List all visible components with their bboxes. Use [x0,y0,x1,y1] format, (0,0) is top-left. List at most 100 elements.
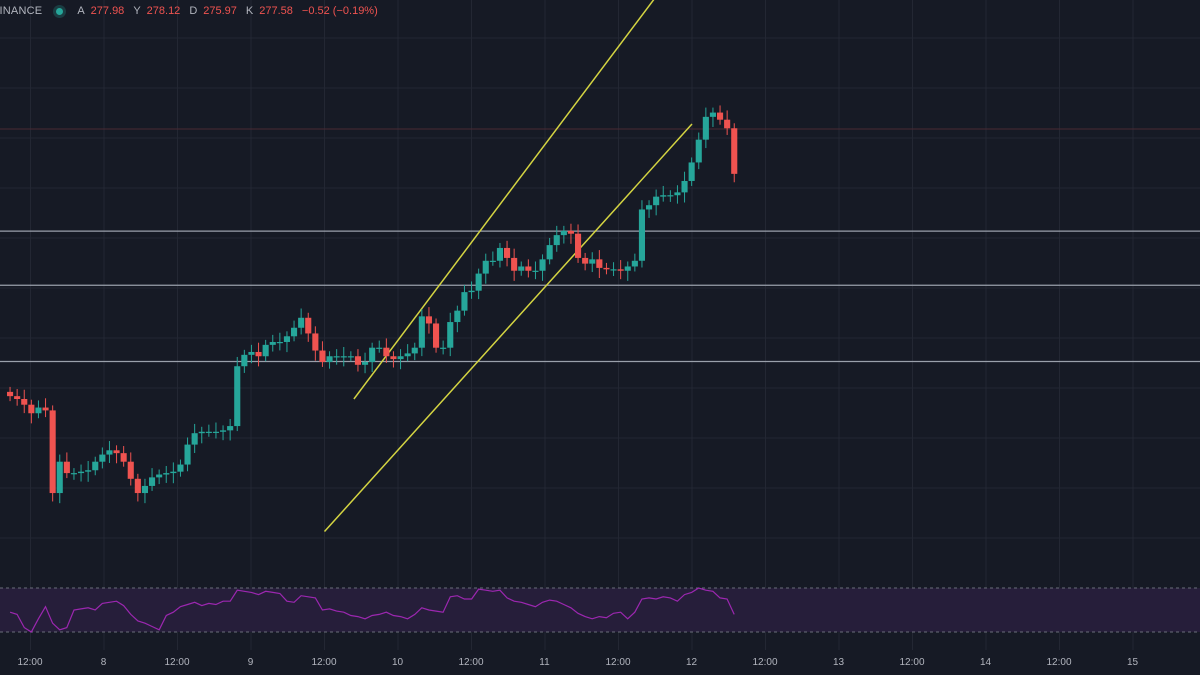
candle-up [184,444,191,465]
rsi-line [9,587,735,633]
candle-up [170,471,177,474]
candle-up [496,247,503,261]
candle-up [276,342,283,344]
candle-up [489,260,496,262]
candle-down [14,396,21,399]
candle-down [567,230,574,234]
candle-up [482,260,489,274]
candle-up [646,205,653,210]
candle-up [681,180,688,193]
market-status-icon [56,7,64,15]
candle-up [447,322,454,348]
candle-up [269,342,276,345]
candle-up [340,356,347,358]
candle-up [333,356,340,358]
candle-down [731,128,738,174]
candle-up [404,353,411,357]
candle-up [362,361,369,365]
channel-line-lower [323,123,693,533]
candle-down [120,453,127,462]
candle-up [205,431,212,433]
time-axis-label: 12:00 [1046,657,1072,668]
candle-up [440,347,447,349]
candle-up [149,477,156,486]
candle-up [560,230,567,236]
candle-up [326,356,333,362]
candle-down [525,266,532,271]
candle-up [291,327,298,337]
candle-up [610,269,617,271]
candle-up [589,259,596,264]
candle-up [347,356,354,358]
candle-down [305,317,312,334]
candle-down [7,391,14,397]
open-value: 277.98 [90,5,125,17]
candle-up [283,336,290,342]
candle-up [369,347,376,362]
time-axis-label: 12:00 [164,657,190,668]
candle-down [42,407,49,411]
candle-up [475,273,482,291]
time-axis-label: 12 [685,657,698,668]
candle-up [667,195,674,197]
time-axis-label: 11 [539,657,550,668]
time-axis-label: 12:00 [605,657,631,668]
candle-down [28,404,35,414]
candle-up [539,259,546,271]
low-label: D [189,5,198,17]
candle-up [532,270,539,272]
candle-up [163,473,170,475]
candle-up [653,196,660,206]
symbol-exchange[interactable]: BINANCE [0,5,43,17]
candle-down [383,347,390,357]
candle-down [575,233,582,258]
candle-up [248,351,255,355]
candle-up [212,431,219,433]
candle-up [518,266,525,271]
candle-up [298,317,305,328]
candle-up [241,354,248,367]
time-axis-label: 10 [391,657,404,668]
candle-down [603,267,610,270]
candle-up [141,485,148,494]
time-axis-label: 14 [979,657,992,668]
candle-up [70,473,77,475]
candle-up [198,431,205,434]
time-axis-label: 12:00 [752,657,778,668]
candle-down [134,478,141,494]
candle-down [390,356,397,360]
candle-up [631,260,638,267]
candle-down [582,257,589,264]
channel-line-upper [353,0,655,400]
candle-up [92,461,99,471]
candle-up [709,112,716,117]
candle-down [49,410,56,494]
candle-down [127,461,134,479]
rsi-pane [0,587,1200,633]
candle-up [99,454,106,462]
candle-up [461,292,468,311]
candle-down [425,316,432,324]
candle-up [638,209,645,261]
grid-layer [0,0,1200,650]
candle-up [177,464,184,472]
change-value: −0.52 (−0.19%) [301,5,378,17]
candle-up [702,116,709,140]
candle-up [468,290,475,293]
candle-down [717,112,724,120]
candle-down [319,350,326,362]
candle-up [220,430,227,432]
candle-up [418,316,425,348]
candle-up [624,266,631,271]
candle-down [255,351,262,357]
candle-up [234,366,241,427]
time-axis-label: 9 [247,657,254,668]
candle-up [56,461,63,494]
close-value: 277.58 [259,5,293,17]
low-value: 275.97 [203,5,237,17]
candle-up [85,470,92,472]
candle-down [511,257,518,271]
